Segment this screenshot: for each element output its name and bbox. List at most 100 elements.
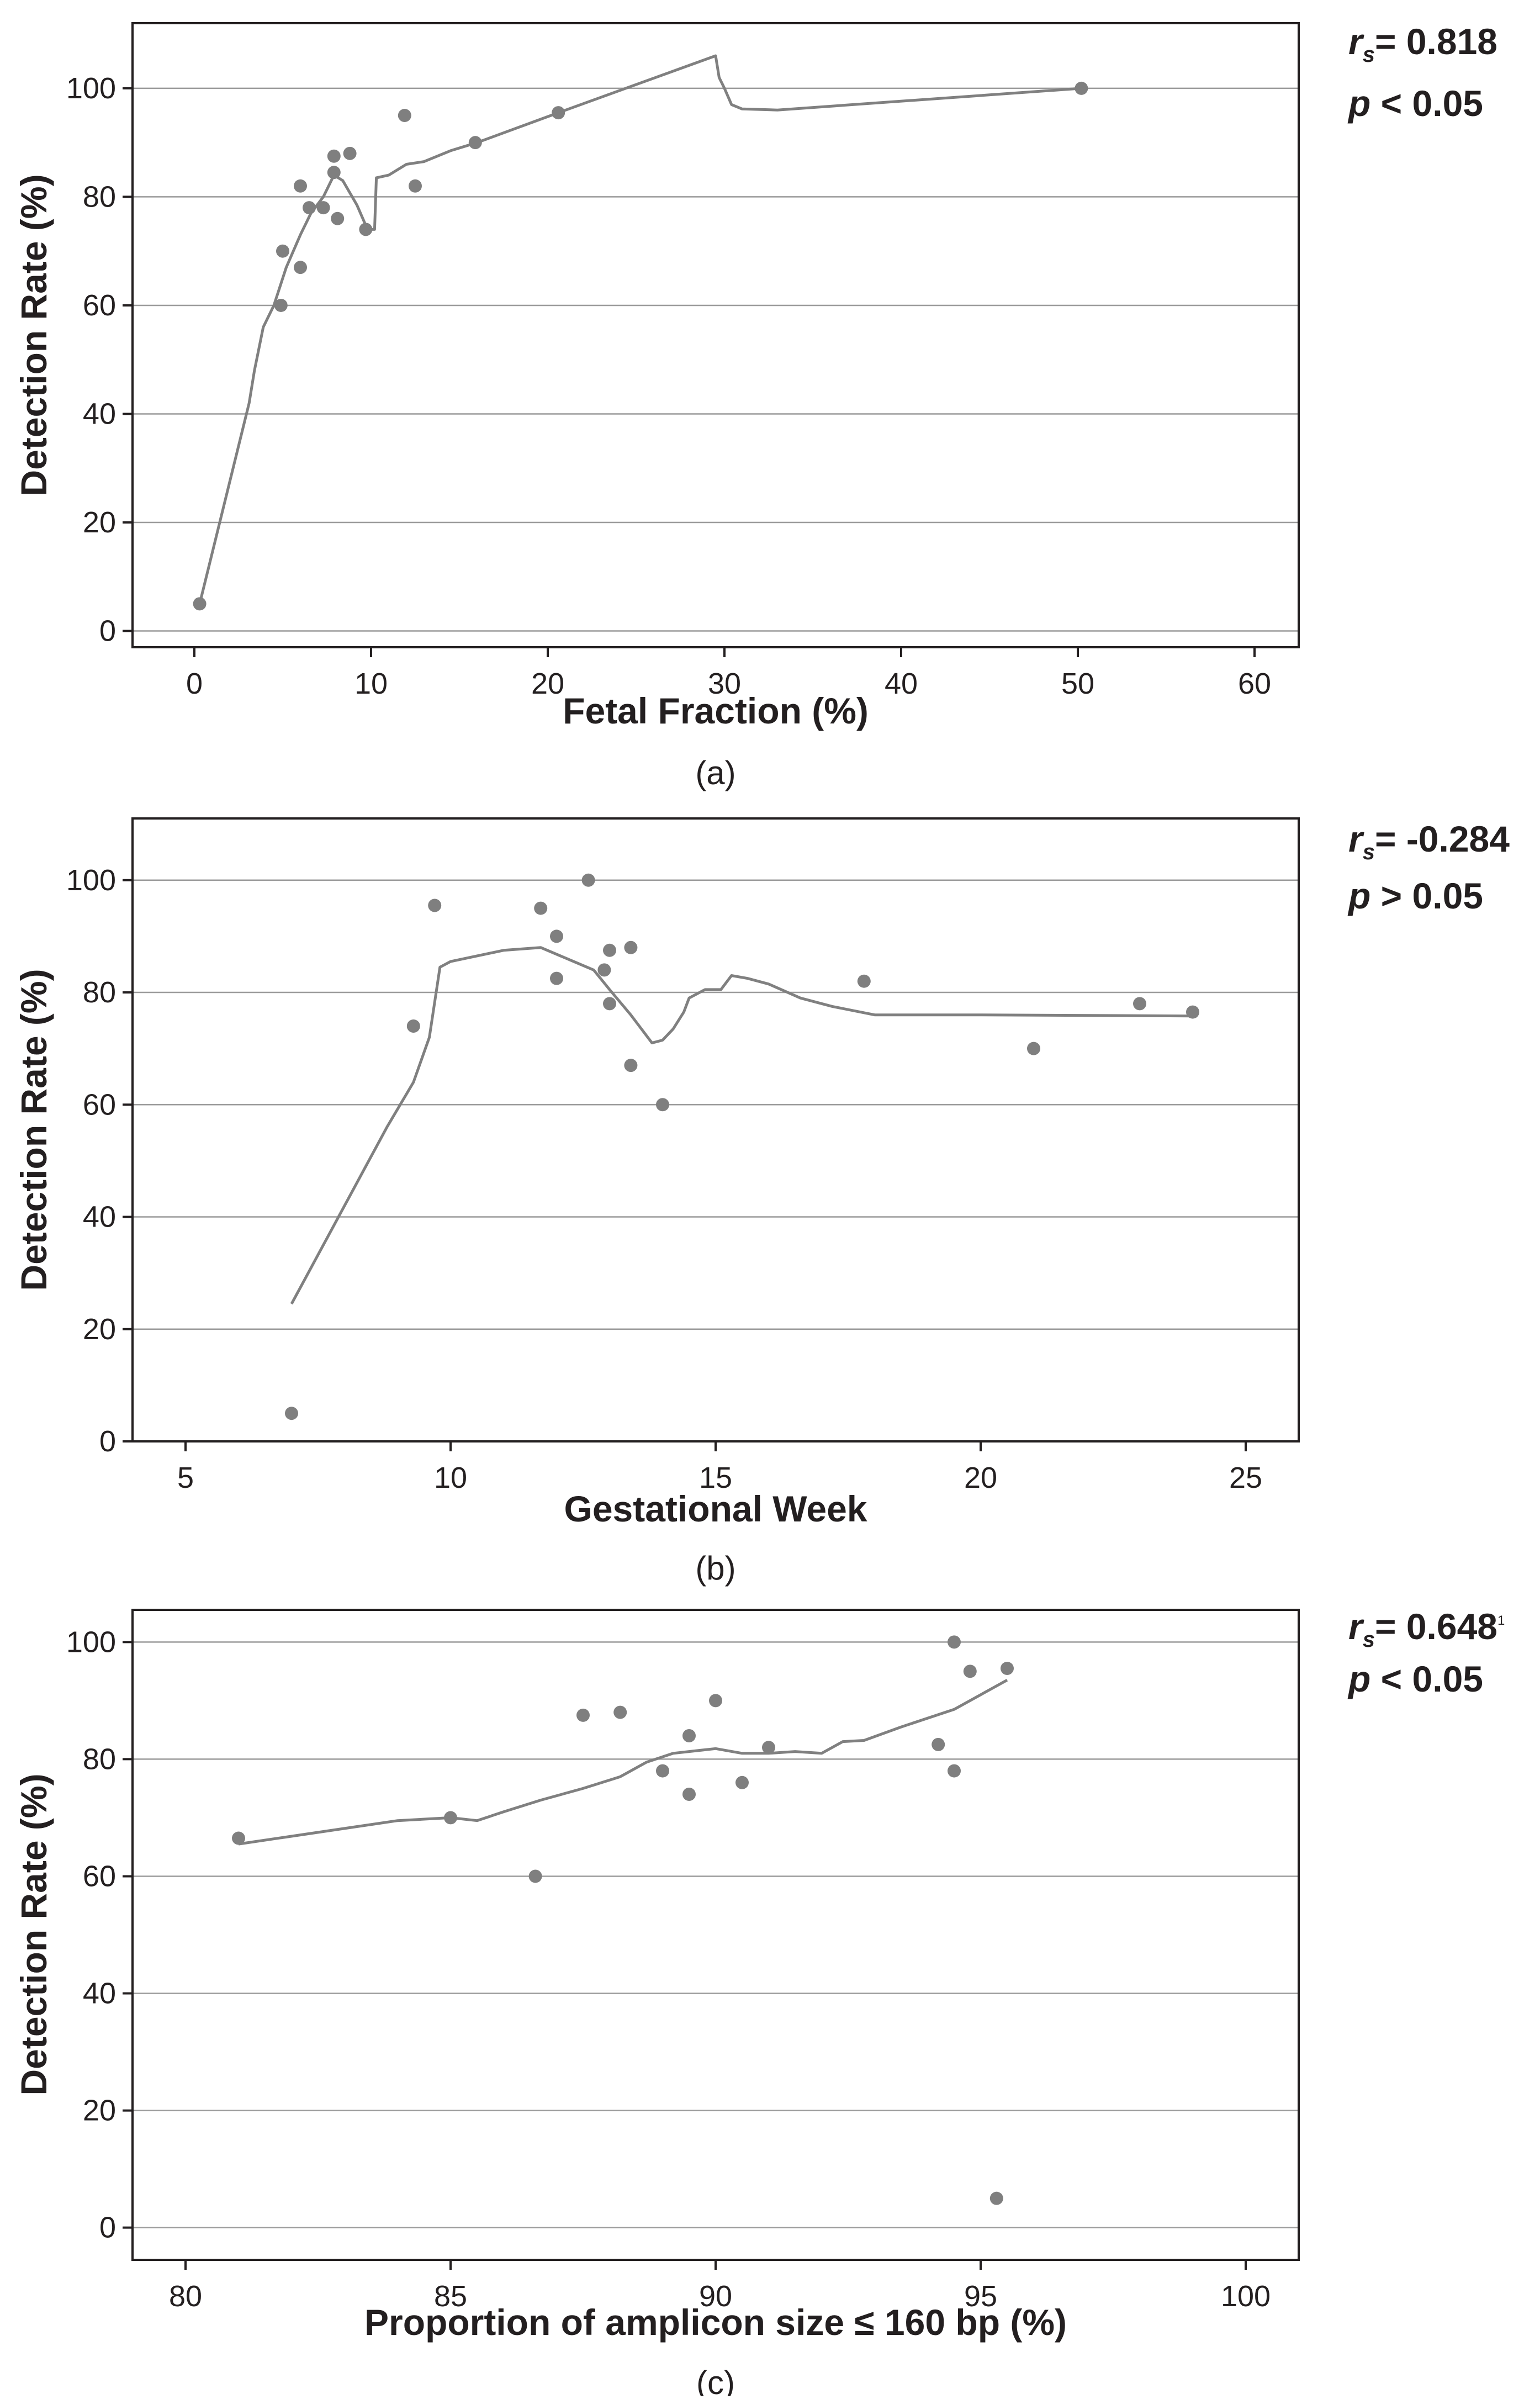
panel-label: (a) [695, 754, 735, 791]
x-tick-label: 20 [964, 1461, 997, 1494]
x-tick-label: 30 [708, 667, 741, 700]
data-point [528, 1869, 542, 1883]
data-point [613, 1705, 627, 1719]
data-point [1075, 81, 1088, 95]
x-tick-label: 15 [699, 1461, 732, 1494]
data-point [552, 106, 565, 120]
data-point [444, 1811, 457, 1825]
x-tick-label: 5 [177, 1461, 194, 1494]
y-tick-label: 80 [83, 1742, 116, 1776]
x-tick-label: 50 [1061, 667, 1094, 700]
data-point [316, 201, 330, 215]
data-point [682, 1788, 696, 1801]
data-point [343, 146, 357, 160]
x-tick-label: 90 [699, 2280, 732, 2313]
data-point [762, 1741, 775, 1755]
data-point [576, 1708, 590, 1722]
data-point [932, 1737, 945, 1751]
spearman-r-annotation: rs= 0.6481 [1348, 1606, 1505, 1652]
data-point [550, 971, 563, 985]
y-tick-label: 40 [83, 1977, 116, 2010]
data-point [656, 1098, 669, 1112]
x-axis-label: Fetal Fraction (%) [563, 690, 869, 731]
fit-line [238, 1679, 1008, 1846]
data-point [948, 1764, 961, 1778]
x-tick-label: 10 [354, 667, 388, 700]
y-tick-label: 100 [66, 72, 116, 105]
x-tick-label: 40 [885, 667, 918, 700]
y-tick-label: 100 [66, 864, 116, 897]
p-value-annotation: p > 0.05 [1347, 875, 1483, 916]
y-tick-label: 20 [83, 1313, 116, 1346]
fit-line [290, 946, 1193, 1305]
panel-label: (c) [696, 2364, 735, 2396]
plot-frame [131, 817, 1300, 1442]
fit-line [198, 54, 1082, 604]
y-tick-label: 0 [99, 615, 116, 648]
y-tick-label: 20 [83, 506, 116, 539]
plot-frame [131, 22, 1300, 648]
x-tick-label: 25 [1229, 1461, 1262, 1494]
y-tick-label: 40 [83, 397, 116, 430]
data-point [274, 298, 288, 312]
data-point [331, 212, 345, 225]
data-point [597, 963, 611, 977]
data-point [624, 940, 638, 954]
y-tick-label: 0 [99, 2211, 116, 2244]
x-tick-label: 10 [434, 1461, 467, 1494]
panel-label: (b) [695, 1550, 735, 1587]
data-point [276, 244, 289, 258]
data-point [359, 223, 373, 236]
plot-frame [131, 1609, 1300, 2261]
data-point [682, 1729, 696, 1742]
data-point [989, 2191, 1003, 2205]
data-point [857, 974, 871, 988]
x-axis-label: Gestational Week [564, 1488, 867, 1529]
data-point [1027, 1042, 1040, 1055]
data-point [193, 597, 207, 611]
data-point [534, 901, 548, 915]
data-point [327, 166, 341, 179]
x-tick-label: 0 [186, 667, 203, 700]
data-point [232, 1831, 245, 1845]
data-point [285, 1407, 298, 1420]
data-point [468, 136, 482, 150]
data-point [709, 1694, 722, 1708]
data-point [1001, 1662, 1014, 1676]
y-tick-label: 60 [83, 1088, 116, 1121]
p-value-annotation: p < 0.05 [1347, 83, 1483, 124]
data-point [1186, 1005, 1199, 1019]
y-axis-label: Detection Rate (%) [13, 1773, 54, 2095]
x-axis-label: Proportion of amplicon size ≤ 160 bp (%) [364, 2302, 1067, 2343]
data-point [294, 261, 307, 274]
data-point [550, 929, 563, 943]
y-tick-label: 20 [83, 2094, 116, 2127]
data-point [409, 179, 422, 193]
x-tick-label: 20 [531, 667, 564, 700]
y-tick-label: 60 [83, 1859, 116, 1893]
y-tick-label: 40 [83, 1201, 116, 1234]
data-point [303, 201, 316, 215]
y-tick-label: 60 [83, 289, 116, 322]
spearman-r-annotation: rs= -0.284 [1348, 818, 1510, 864]
data-point [398, 109, 411, 123]
y-axis-label: Detection Rate (%) [13, 174, 54, 496]
data-point [327, 149, 341, 163]
x-tick-label: 60 [1238, 667, 1271, 700]
y-axis-label: Detection Rate (%) [13, 969, 54, 1291]
x-tick-label: 95 [964, 2280, 997, 2313]
panel-b: 0 20 40 60 80 100 5 10 15 20 25 Gestational Week Det… [13, 817, 1510, 1587]
x-tick-label: 80 [169, 2280, 202, 2313]
panel-a: 0 20 40 60 80 100 0 10 20 30 40 50 60 Fetal Fraction … [13, 21, 1497, 791]
p-value-annotation: p < 0.05 [1347, 1658, 1483, 1699]
data-point [406, 1019, 420, 1033]
data-point [963, 1664, 977, 1678]
data-point [294, 179, 307, 193]
y-tick-label: 80 [83, 180, 116, 213]
y-tick-label: 0 [99, 1425, 116, 1458]
y-tick-label: 100 [66, 1625, 116, 1658]
data-point [624, 1059, 638, 1072]
data-point [948, 1635, 961, 1649]
